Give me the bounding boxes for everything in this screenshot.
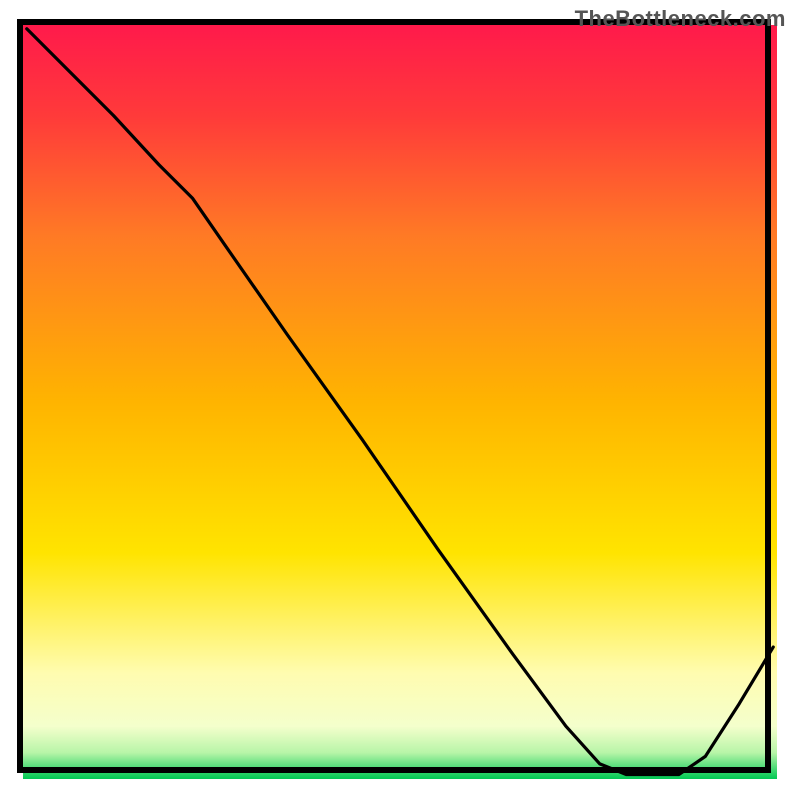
plot-frame bbox=[17, 19, 771, 773]
watermark-text: TheBottleneck.com bbox=[575, 6, 786, 32]
